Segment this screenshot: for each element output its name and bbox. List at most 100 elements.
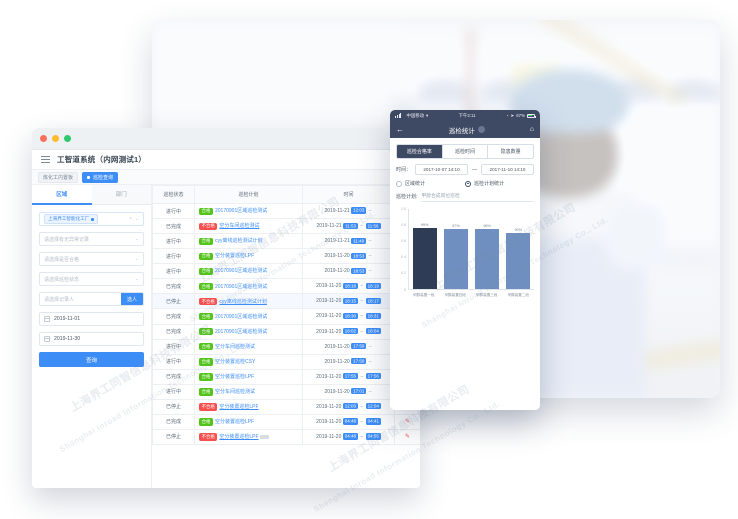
chart-x-axis: 甲醇装置一段 甲醇装置四段 甲醇装置三段 甲醇装置二段: [408, 290, 534, 298]
table-row[interactable]: 已完成 合格 20170901区域巡检测试 2019-11-20 18:02 – 18…: [152, 323, 420, 340]
tab-area[interactable]: 区域: [32, 185, 92, 205]
cell-plan[interactable]: 不合格 空分装置巡检LPF: [194, 428, 303, 446]
status-badge: 合格: [199, 237, 213, 245]
page-title: 工智道系统（内网测试1）: [57, 155, 147, 164]
date-from-input[interactable]: 2017-10-07 14:10: [415, 164, 469, 175]
time-chip-end: 12:04: [365, 403, 381, 410]
cell-writer: ✎: [394, 428, 420, 446]
plant-select[interactable]: 上海界工智能化工厂 × ⌄: [39, 212, 144, 226]
chart-y-axis: 1.0 0.8 0.6 0.4 0.2 0: [396, 207, 408, 292]
chevron-down-icon[interactable]: ⌄: [134, 236, 139, 242]
cell-plan[interactable]: 合格 20170901区域巡检测试: [194, 278, 303, 295]
cell-plan[interactable]: 合格 空分装置巡检CSY: [194, 353, 303, 370]
plan-link[interactable]: cyy离线巡检测试计划: [214, 238, 263, 245]
plan-link[interactable]: 20170901区域巡检测试: [214, 208, 268, 215]
clear-icon[interactable]: ×: [129, 216, 132, 222]
status-badge: 不合格: [199, 222, 218, 230]
chart-bar: 96%: [475, 224, 500, 289]
plan-link[interactable]: 空分装置巡检LPF: [214, 253, 255, 260]
cell-plan[interactable]: 合格 空分装置巡检LPF: [194, 413, 303, 430]
plan-link[interactable]: cyy离线巡检测试计划: [219, 298, 267, 305]
chart-bar: 97%: [443, 224, 468, 289]
inspection-status-select[interactable]: 请选择巡检状态 ⌄: [39, 272, 144, 286]
chevron-down-icon[interactable]: ⌄: [134, 276, 139, 282]
zoom-icon[interactable]: [64, 135, 71, 142]
plan-label: 巡检计划:: [396, 194, 418, 201]
time-dash: –: [359, 283, 365, 290]
tab-department[interactable]: 部门: [91, 185, 151, 205]
plan-link[interactable]: 空分车间巡检测试: [214, 388, 255, 395]
plan-link[interactable]: 空分车间巡检测试: [214, 343, 255, 350]
inspection-table-wrap[interactable]: 巡检状态 巡检计划 时间 填写人 巡检类型 部门 进行中合格20170901区域…: [152, 185, 420, 488]
time-dash: –: [359, 313, 365, 320]
question-circle-icon[interactable]: [477, 126, 485, 133]
plan-link[interactable]: 空分装置巡检LPF: [214, 373, 255, 380]
filter-tabs: 区域 部门: [32, 185, 151, 205]
qualified-select[interactable]: 请选择是否合格 ⌄: [39, 252, 144, 266]
table-row[interactable]: 已完成 合格 20170901区域巡检测试 2019-11-20 18:30 – 18…: [152, 308, 420, 325]
recorder-field[interactable]: 请选择记录人 选人: [39, 292, 144, 306]
plan-link[interactable]: 空分装置巡检CSY: [214, 358, 256, 365]
plan-link[interactable]: 20170901区域巡检测试: [214, 328, 268, 335]
hamburger-icon[interactable]: [41, 156, 50, 163]
breadcrumb-item-0[interactable]: 炼化工内置板: [38, 171, 79, 183]
plan-link[interactable]: 空分车间巡检测试: [219, 223, 260, 230]
cell-plan[interactable]: 合格 空分装置巡检LPF: [194, 248, 303, 265]
cell-plan[interactable]: 合格 20170901区域巡检测试: [194, 263, 303, 280]
date-from-input[interactable]: 2019-11-01: [39, 312, 144, 326]
date-to-input[interactable]: 2017-11-10 14:10: [481, 164, 535, 175]
plan-link[interactable]: 20170901区域巡检测试: [214, 313, 268, 320]
cell-plan[interactable]: 合格 空分装置巡检LPF: [194, 368, 303, 385]
plan-link[interactable]: 20170901区域巡检测试: [214, 268, 268, 275]
cell-plan[interactable]: 合格 cyy离线巡检测试计划: [194, 233, 303, 250]
plan-link[interactable]: 空分装置巡检LPF: [219, 434, 259, 441]
home-icon[interactable]: ⌂: [529, 126, 534, 133]
tab-inspection-time[interactable]: 巡检时间: [443, 145, 489, 158]
select-person-button[interactable]: 选人: [120, 293, 143, 305]
table-row[interactable]: 已完成 合格 20170901区域巡检测试 2019-11-20 18:18 – 18…: [152, 278, 420, 295]
cell-plan[interactable]: 不合格 空分装置巡检LPF: [194, 398, 303, 415]
plan-link[interactable]: 20170901区域巡检测试: [214, 283, 268, 290]
radio-area-stat[interactable]: 区域统计: [396, 180, 465, 187]
radio-plan-stat[interactable]: 巡检计划统计: [465, 180, 534, 187]
chevron-down-icon[interactable]: ⌄: [134, 216, 139, 222]
table-row[interactable]: 已停止 不合格 空分装置巡检LPF 2019-11-20 04:48 – 04:55…: [152, 428, 420, 446]
plan-link[interactable]: 空分装置巡检LPF: [219, 404, 259, 410]
cell-plan[interactable]: 不合格 cyy离线巡检测试计划: [194, 293, 303, 310]
tab-hazard-count[interactable]: 隐患数量: [500, 149, 521, 155]
abnormal-record-select[interactable]: 请选择有无异常记录 ⌄: [39, 232, 144, 246]
cell-plan[interactable]: 合格 空分车间巡检测试: [194, 338, 303, 355]
plan-select-row[interactable]: 巡检计划: 甲醇合成岗位巡检: [396, 192, 534, 202]
close-icon[interactable]: [40, 135, 47, 142]
plan-link[interactable]: 空分装置巡检LPF: [214, 419, 255, 426]
tab-pass-rate[interactable]: 巡检合格率: [397, 145, 443, 158]
y-tick-label: 0: [404, 287, 406, 292]
time-dash: –: [367, 208, 372, 215]
time-label: 时间：: [396, 167, 412, 173]
chevron-down-icon[interactable]: ⌄: [134, 256, 139, 262]
cell-plan[interactable]: 合格 20170901区域巡检测试: [194, 323, 303, 340]
search-button[interactable]: 查询: [39, 352, 144, 367]
time-chip-start: 18:18: [342, 282, 359, 289]
date-to-input[interactable]: 2019-11-30: [39, 332, 144, 346]
table-row[interactable]: 已停止 不合格 cyy离线巡检测试计划 2019-11-20 18:15 – 18:1…: [152, 293, 420, 310]
arrow-left-icon[interactable]: ←: [396, 124, 404, 134]
cell-plan[interactable]: 合格 20170901区域巡检测试: [194, 202, 303, 220]
cell-plan[interactable]: 合格 20170901区域巡检测试: [194, 308, 303, 325]
breadcrumb-item-1[interactable]: 巡检查询: [82, 171, 119, 183]
minimize-icon[interactable]: [52, 135, 59, 142]
cell-plan[interactable]: 不合格 空分车间巡检测试: [194, 218, 303, 235]
cell-plan[interactable]: 合格 空分车间巡检测试: [194, 383, 303, 400]
